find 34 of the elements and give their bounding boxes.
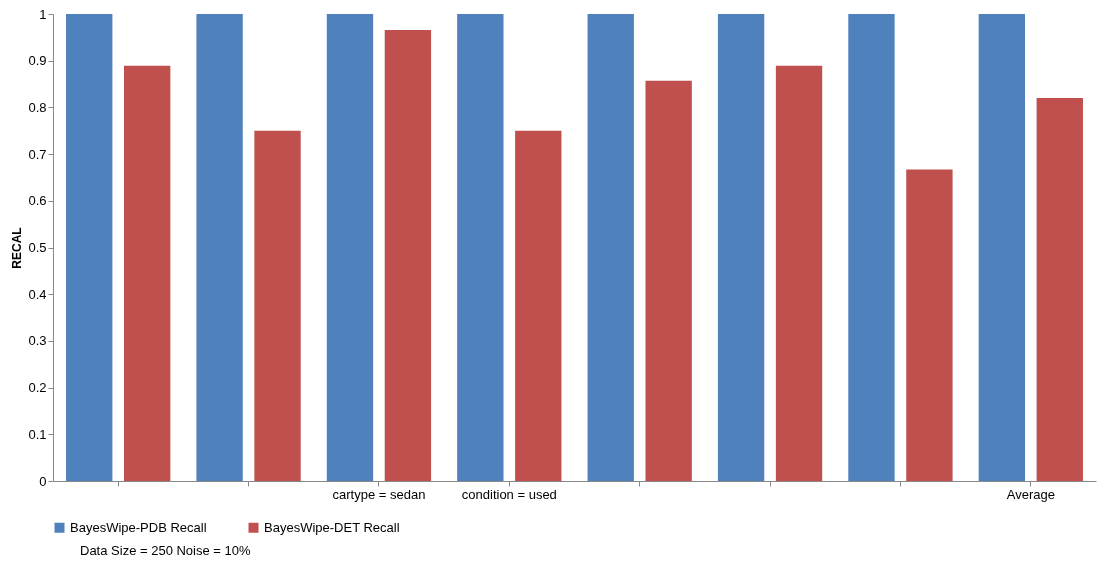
y-tick-label: 0.1 <box>28 426 47 442</box>
y-tick-label: 0.2 <box>28 380 47 396</box>
bar <box>326 14 374 481</box>
bar <box>123 65 171 481</box>
y-tick-label: 0.6 <box>28 193 47 209</box>
bar <box>457 14 504 481</box>
bar <box>384 29 432 481</box>
y-tick-label: 0.4 <box>28 286 47 302</box>
y-tick-label: 0.9 <box>28 53 47 69</box>
bar <box>717 14 765 481</box>
bar <box>587 14 634 481</box>
y-tick-label: 0 <box>39 473 47 489</box>
bar <box>645 80 692 481</box>
bar <box>775 65 823 481</box>
y-tick-label: 0.7 <box>28 146 47 162</box>
text: Data Size = 250 Noise = 10% <box>80 543 251 558</box>
legend-label: BayesWipe-DET Recall <box>264 519 400 535</box>
bar <box>978 14 1026 481</box>
x-tick-label: Average <box>1006 486 1055 502</box>
x-tick-label: cartype = sedan <box>332 486 426 502</box>
x-tick-label: condition = used <box>461 486 557 502</box>
bar <box>1036 98 1083 481</box>
legend-label: BayesWipe-PDB Recall <box>70 519 207 535</box>
bar <box>515 130 562 481</box>
bar <box>906 169 953 481</box>
bar <box>848 14 895 481</box>
y-tick-label: 0.3 <box>28 333 47 349</box>
bar <box>254 130 301 481</box>
y-axis-title: RECAL <box>10 227 25 269</box>
bar <box>196 14 243 481</box>
bar <box>66 14 113 481</box>
y-tick-label: 0.8 <box>28 99 47 115</box>
y-tick-label: 1 <box>39 6 47 22</box>
y-tick-label: 0.5 <box>28 240 47 255</box>
